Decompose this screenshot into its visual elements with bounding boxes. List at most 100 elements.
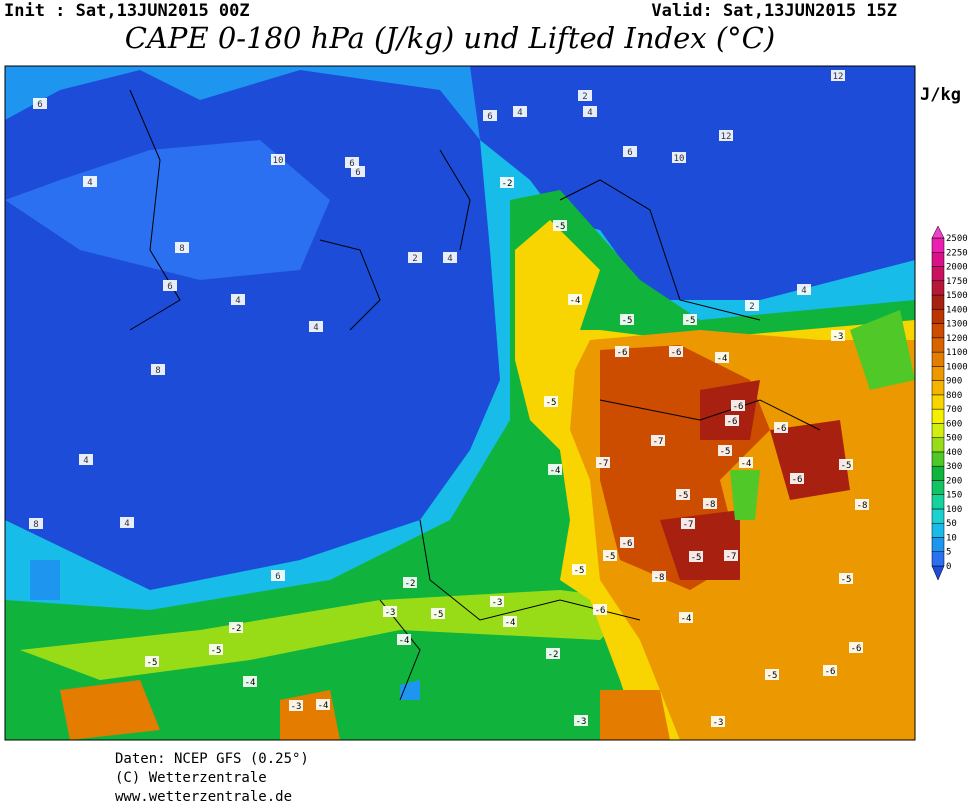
label-box: [676, 489, 690, 500]
lifted-index-label: -4: [399, 636, 410, 646]
colorbar-box: [931, 252, 945, 267]
lifted-index-label: -6: [622, 539, 633, 549]
lifted-index-label: -5: [678, 491, 689, 501]
label-box: [271, 570, 285, 581]
colorbar-box: [931, 494, 945, 510]
lifted-index-label: -4: [245, 678, 256, 688]
lifted-index-label: 12: [721, 132, 732, 142]
label-box: [503, 616, 517, 627]
footer-source: Daten: NCEP GFS (0.25°): [115, 751, 309, 767]
colorbar-label: 500: [946, 434, 962, 444]
field: [660, 380, 850, 580]
lifted-index-label: -8: [654, 573, 665, 583]
lifted-index-label: -4: [681, 614, 692, 624]
label-box: [669, 346, 683, 357]
colorbar-label: 400: [946, 448, 962, 458]
lifted-index-label: -8: [705, 500, 716, 510]
lifted-index-label: -4: [550, 466, 561, 476]
colorbar-below: [931, 565, 945, 581]
colorbar-box: [931, 551, 945, 567]
label-box: [83, 176, 97, 187]
lifted-index-label: -5: [605, 552, 616, 562]
label-box: [679, 612, 693, 623]
lifted-index-label: -5: [685, 316, 696, 326]
lifted-index-label: -6: [825, 667, 836, 677]
lifted-index-label: -5: [574, 566, 585, 576]
colorbar-box: [931, 323, 945, 339]
footer-url: www.wetterzentrale.de: [115, 789, 292, 804]
valid-time: Valid: Sat,13JUN2015 15Z: [651, 1, 897, 21]
lifted-index-label: -5: [622, 316, 633, 326]
lifted-index-label: -3: [385, 608, 396, 618]
label-box: [849, 642, 863, 653]
label-box: [672, 152, 686, 163]
label-box: [383, 606, 397, 617]
lifted-index-label: -5: [211, 646, 222, 656]
lifted-index-label: -4: [318, 701, 329, 711]
lifted-index-label: 12: [833, 72, 844, 82]
label-box: [431, 608, 445, 619]
label-box: [745, 300, 759, 311]
colorbar-label: 10: [946, 533, 957, 543]
label-box: [718, 445, 732, 456]
colorbar-box: [931, 280, 945, 296]
colorbar-above: [931, 225, 945, 239]
colorbar-label: 1000: [946, 362, 968, 372]
lifted-index-label: 4: [313, 323, 318, 333]
label-box: [289, 700, 303, 711]
label-box: [568, 294, 582, 305]
lifted-index-label: 2: [749, 302, 754, 312]
lifted-index-label: -6: [792, 475, 803, 485]
label-box: [774, 422, 788, 433]
field: [60, 680, 670, 740]
label-box: [596, 457, 610, 468]
label-box: [725, 415, 739, 426]
label-box: [615, 346, 629, 357]
colorbar-label: 300: [946, 462, 962, 472]
colorbar-box: [931, 465, 945, 481]
lifted-index-label: 2: [412, 254, 417, 264]
label-box: [243, 676, 257, 687]
colorbar-label: 2500: [946, 234, 968, 244]
label-box: [620, 314, 634, 325]
label-box: [345, 157, 359, 168]
lifted-index-label: -4: [717, 354, 728, 364]
label-box: [403, 577, 417, 588]
label-box: [397, 634, 411, 645]
label-box: [209, 644, 223, 655]
lifted-index-label: 6: [37, 100, 42, 110]
lifted-index-label: 4: [447, 254, 452, 264]
colorbar-label: 1300: [946, 320, 968, 330]
colorbar-box: [931, 437, 945, 453]
lifted-index-label: 2: [582, 92, 587, 102]
lifted-index-label: -5: [147, 658, 158, 668]
colorbar-box: [931, 351, 945, 367]
lifted-index-label: 10: [674, 154, 685, 164]
lifted-index-label: 4: [517, 108, 522, 118]
lifted-index-label: 4: [587, 108, 592, 118]
field: [20, 590, 640, 680]
lifted-index-label: 6: [355, 168, 360, 178]
lifted-index-label: 6: [349, 159, 354, 169]
label-box: [553, 220, 567, 231]
colorbar-label: 2000: [946, 263, 968, 273]
lifted-index-label: -5: [841, 461, 852, 471]
lifted-index-label: -7: [598, 459, 609, 469]
label-box: [151, 364, 165, 375]
label-box: [309, 321, 323, 332]
label-box: [583, 106, 597, 117]
label-box: [681, 518, 695, 529]
label-box: [578, 90, 592, 101]
colorbar-label: 0: [946, 562, 951, 572]
lifted-index-label: -3: [492, 598, 503, 608]
label-box: [175, 242, 189, 253]
label-box: [231, 294, 245, 305]
colorbar-label: 50: [946, 519, 957, 529]
label-box: [574, 715, 588, 726]
label-box: [689, 551, 703, 562]
unit: J/kg: [920, 85, 961, 105]
lifted-index-label: -8: [857, 501, 868, 511]
label-box: [120, 517, 134, 528]
label-box: [731, 400, 745, 411]
lifted-index-label: -5: [555, 222, 566, 232]
